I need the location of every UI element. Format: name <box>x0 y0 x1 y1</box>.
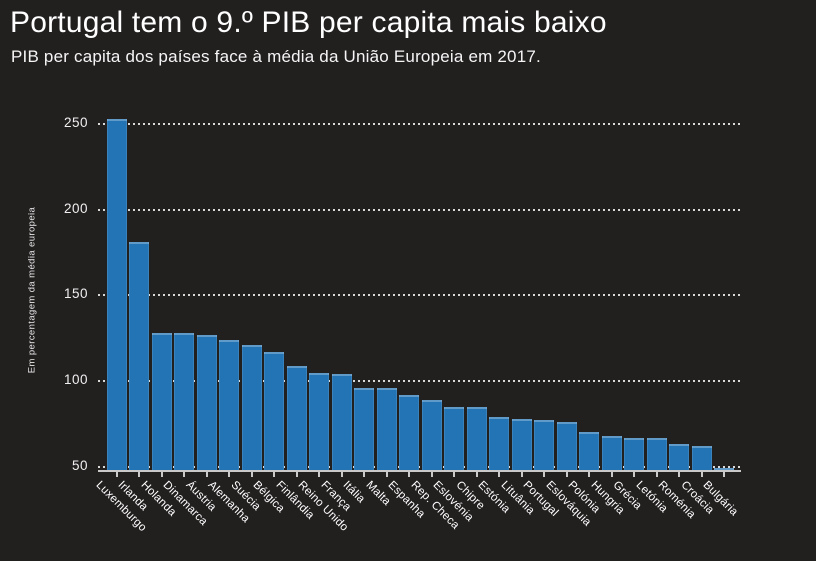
bar-malta <box>376 387 397 471</box>
bar-luxemburgo <box>106 118 127 471</box>
bar-dinamarca <box>174 333 195 471</box>
x-tick-mark <box>295 472 298 477</box>
bar-eslov-nia <box>444 406 465 471</box>
bar-let-nia <box>646 437 667 471</box>
bar-espanha <box>399 394 420 471</box>
x-tick-mark <box>363 472 366 477</box>
x-tick-mark <box>588 472 591 477</box>
x-tick-mark <box>700 472 703 477</box>
gridline-200 <box>98 208 741 211</box>
bar-su-cia <box>241 345 262 471</box>
bar-holanda <box>151 333 172 471</box>
x-tick-mark <box>475 472 478 477</box>
bar-alemanha <box>219 339 240 471</box>
gridline-50 <box>98 465 741 468</box>
bar-finl-ndia <box>286 365 307 471</box>
x-tick-mark <box>318 472 321 477</box>
x-tick-mark <box>453 472 456 477</box>
bar-cro-cia <box>691 446 712 471</box>
x-tick-mark <box>520 472 523 477</box>
bar-bulg-ria <box>714 468 735 471</box>
bar-chipre <box>466 406 487 471</box>
y-tick-label: 250 <box>63 115 88 131</box>
x-tick-mark <box>160 472 163 477</box>
x-tick-mark <box>385 472 388 477</box>
x-tick-mark <box>565 472 568 477</box>
bar-gr-cia <box>624 437 645 471</box>
bar-irlanda <box>129 242 150 471</box>
bar-hungria <box>601 435 622 471</box>
bar-eslov-quia <box>556 422 577 471</box>
x-tick-mark <box>498 472 501 477</box>
x-tick-mark <box>633 472 636 477</box>
bar-rom-nia <box>669 444 690 471</box>
x-tick-mark <box>543 472 546 477</box>
x-tick-mark <box>228 472 231 477</box>
x-tick-mark <box>138 472 141 477</box>
x-tick-mark <box>678 472 681 477</box>
y-tick-label: 100 <box>63 372 88 388</box>
bar-portugal <box>534 420 555 471</box>
gridline-150 <box>98 294 741 297</box>
bar-it-lia <box>354 387 375 471</box>
x-tick-mark <box>273 472 276 477</box>
chart-subtitle: PIB per capita dos países face à média d… <box>11 47 541 66</box>
x-tick-mark <box>115 472 118 477</box>
gridline-250 <box>98 123 741 126</box>
y-tick-label: 150 <box>63 286 88 302</box>
bar-rep-checa <box>421 399 442 471</box>
x-tick-mark <box>408 472 411 477</box>
bar-b-lgica <box>264 351 285 471</box>
gridline-100 <box>98 380 741 383</box>
x-tick-mark <box>205 472 208 477</box>
x-tick-mark <box>610 472 613 477</box>
bar--ustria <box>196 334 217 471</box>
chart-title: Portugal tem o 9.º PIB per capita mais b… <box>10 6 607 39</box>
x-tick-mark <box>430 472 433 477</box>
x-tick-mark <box>340 472 343 477</box>
y-tick-label: 200 <box>63 200 88 216</box>
bar-est-nia <box>489 417 510 471</box>
bar-litu-nia <box>511 418 532 471</box>
y-tick-label: 50 <box>71 457 88 473</box>
x-tick-mark <box>655 472 658 477</box>
bar-fran-a <box>331 374 352 471</box>
x-tick-mark <box>250 472 253 477</box>
x-tick-mark <box>183 472 186 477</box>
bar-pol-nia <box>579 432 600 471</box>
x-axis-line <box>98 470 741 472</box>
bar-reino-unido <box>309 372 330 471</box>
x-tick-mark <box>723 472 726 477</box>
